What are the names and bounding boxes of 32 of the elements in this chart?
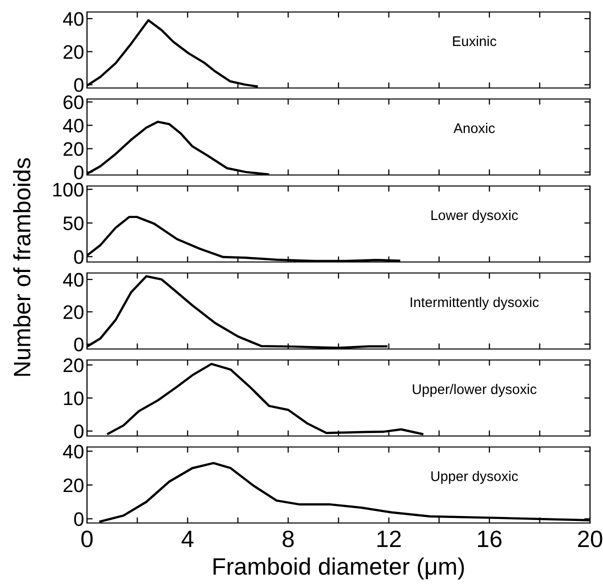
y-tick-label: 50 (63, 216, 84, 230)
y-tick-label: 0 (74, 338, 84, 352)
x-tick-label: 20 (578, 530, 602, 548)
annotation: Intermittently dysoxic (410, 296, 539, 310)
y-tick-label: 0 (74, 166, 84, 180)
y-tick-label: 20 (64, 305, 84, 320)
annotation: Upper/lower dysoxic (412, 384, 536, 397)
y-tick-label: 0 (74, 78, 84, 92)
y-tick-label: 40 (63, 272, 84, 287)
x-tick-label: 8 (282, 530, 294, 548)
y-tick-label: 0 (74, 512, 84, 526)
y-tick-label: 40 (63, 444, 84, 458)
y-tick-label: 10 (64, 391, 84, 406)
y-tick-label: 100 (53, 182, 84, 197)
y-axis-title: Number of framboids (13, 158, 30, 376)
annotation: Lower dysoxic (431, 210, 518, 223)
x-tick-label: 16 (478, 530, 502, 548)
x-axis-title: Framboid diameter (μm) (214, 558, 464, 580)
y-tick-label: 0 (74, 424, 84, 438)
annotation: Euxinic (453, 36, 496, 46)
y-tick-label: 20 (64, 142, 84, 156)
x-tick-label: 12 (377, 530, 401, 548)
y-tick-label: 60 (64, 95, 84, 110)
y-tick-label: 20 (64, 478, 84, 492)
annotation: Anoxic (453, 122, 495, 134)
y-tick-label: 0 (74, 250, 84, 264)
annotation: Upper dysoxic (431, 470, 518, 484)
y-tick-label: 20 (64, 45, 84, 59)
y-tick-label: 40 (63, 12, 84, 26)
x-tick-label: 4 (182, 530, 194, 548)
y-tick-label: 40 (63, 118, 84, 133)
y-tick-label: 20 (64, 358, 84, 372)
